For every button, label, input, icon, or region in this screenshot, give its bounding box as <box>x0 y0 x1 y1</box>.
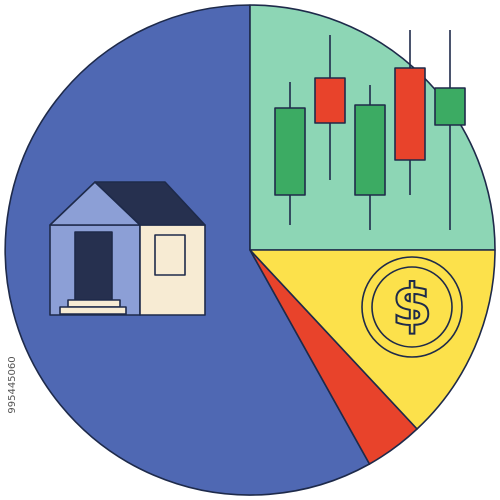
window <box>154 234 186 276</box>
house-icon <box>49 181 206 316</box>
roof <box>94 181 206 226</box>
step <box>59 306 127 315</box>
coin-inner <box>371 266 453 348</box>
coin-symbol: $ <box>392 271 432 339</box>
candle <box>274 107 306 196</box>
coin-icon: $ <box>361 256 463 358</box>
image-id: 995445060 <box>7 356 18 413</box>
red-slice <box>249 249 418 465</box>
candle <box>354 104 386 196</box>
candlestick-icon <box>274 30 466 230</box>
candle <box>434 87 466 126</box>
step <box>67 299 121 308</box>
candle <box>314 77 346 124</box>
candle <box>394 67 426 161</box>
door <box>74 231 113 301</box>
